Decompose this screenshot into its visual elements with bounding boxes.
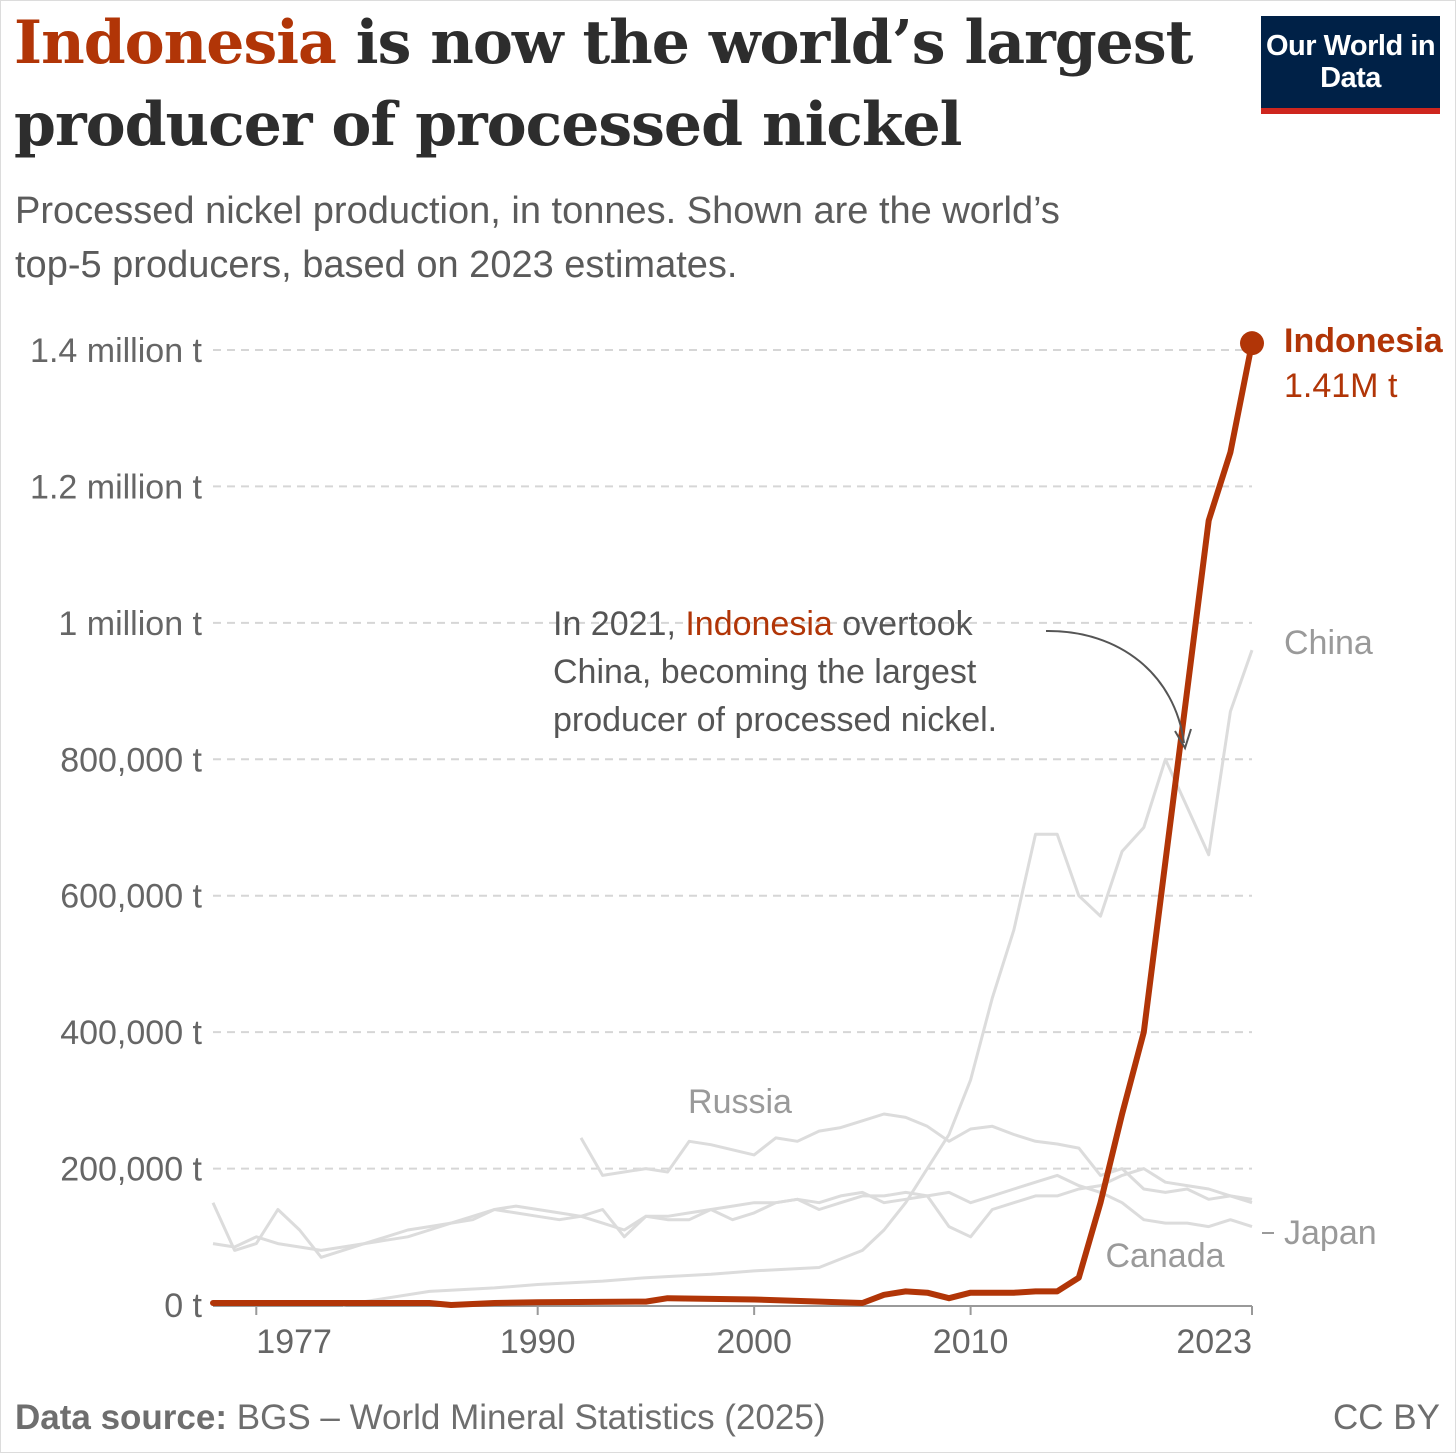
y-tick-label: 0 t (164, 1287, 202, 1325)
source-label: Data source: (15, 1398, 228, 1437)
x-axis: 1977 1990 2000 2010 2023 (213, 1305, 1253, 1361)
y-tick-label: 600,000 t (60, 878, 202, 916)
x-tick-label: 1990 (500, 1323, 576, 1361)
y-tick-label: 1.4 million t (30, 332, 203, 370)
chart-title: Indonesia is now the world’s largest pro… (14, 2, 1214, 166)
annotation-line-2: China, becoming the largest (553, 653, 977, 691)
y-tick-label: 200,000 t (60, 1151, 202, 1189)
background-series (211, 649, 1254, 1307)
x-tick-label: 2023 (1176, 1323, 1252, 1361)
series-line-indonesia (210, 340, 1255, 1308)
x-tick-label: 2010 (933, 1323, 1009, 1361)
grid-layer: 0 t 200,000 t 400,000 t 600,000 t 800,000 t 1… (30, 332, 1252, 1325)
series-endpoint-indonesia (1240, 331, 1264, 356)
title-highlight: Indonesia (14, 8, 337, 78)
x-tick-label: 1977 (256, 1323, 332, 1361)
annotation-line-3: producer of processed nickel. (553, 701, 997, 739)
y-tick-label: 1 million t (58, 605, 202, 643)
chart-subtitle: Processed nickel production, in tonnes. … (15, 190, 1060, 286)
annotation-arrow (1045, 629, 1185, 744)
series-label-russia: Russia (688, 1083, 792, 1121)
x-tick-label: 2000 (716, 1323, 792, 1361)
series-line-russia (579, 1112, 1253, 1205)
series-line-japan (211, 1167, 1253, 1259)
series-line-canada (212, 1173, 1253, 1252)
annotation: In 2021, Indonesia overtook China, becom… (553, 605, 1192, 751)
y-tick-label: 400,000 t (60, 1014, 202, 1052)
highlighted-series (210, 331, 1264, 1308)
data-source: Data source: BGS – World Mineral Statist… (15, 1395, 825, 1441)
logo-text: Our World in Data (1265, 30, 1436, 94)
series-label-china: China (1284, 624, 1373, 662)
series-label-canada: Canada (1105, 1237, 1224, 1275)
annotation-line-1: In 2021, Indonesia overtook (553, 605, 974, 643)
series-label-japan: Japan (1284, 1214, 1377, 1252)
series-labels: Indonesia 1.41M t China Russia Japan Canada (688, 322, 1444, 1275)
y-tick-label: 800,000 t (60, 741, 202, 779)
y-tick-label: 1.2 million t (30, 468, 203, 506)
source-text: BGS – World Mineral Statistics (2025) (227, 1398, 826, 1437)
series-value-label-indonesia: 1.41M t (1284, 367, 1398, 405)
series-label-indonesia: Indonesia (1284, 322, 1444, 360)
annotation-arrowhead (1174, 728, 1192, 751)
title-rest: is now the world’s largest producer of p… (14, 8, 1193, 160)
series-line-china (342, 649, 1254, 1307)
owid-logo[interactable]: Our World in Data (1261, 16, 1440, 114)
license-link[interactable]: CC BY (1333, 1398, 1440, 1437)
line-chart: 0 t 200,000 t 400,000 t 600,000 t 800,000 t 1… (30, 322, 1444, 1361)
